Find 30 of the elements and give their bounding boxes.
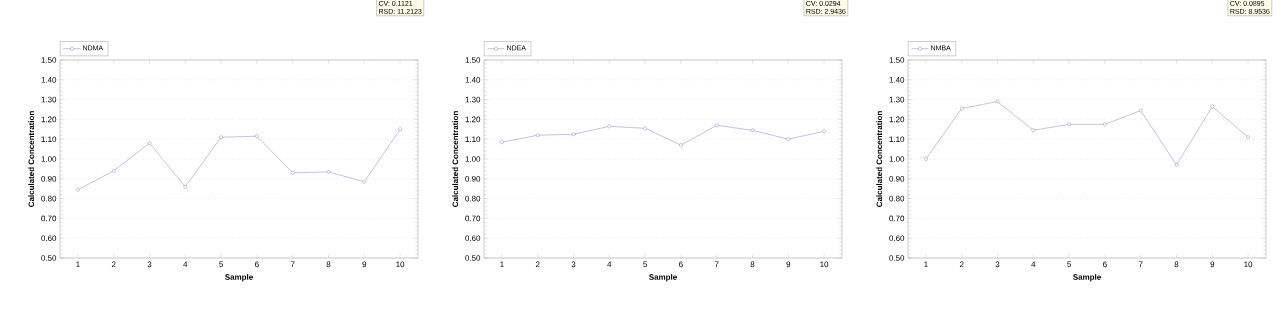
- point: [362, 179, 367, 184]
- point: [995, 99, 1000, 104]
- point: [607, 124, 612, 129]
- point: [750, 128, 755, 133]
- point: [535, 133, 540, 138]
- point: [219, 135, 223, 140]
- point: [1174, 163, 1179, 167]
- point: [822, 129, 826, 134]
- point: [1031, 128, 1036, 133]
- point: [679, 143, 683, 147]
- point: [571, 132, 576, 137]
- point: [1246, 135, 1250, 140]
- point: [111, 169, 116, 173]
- point: [1067, 122, 1071, 127]
- point: [290, 171, 295, 175]
- point: [1210, 104, 1215, 109]
- point: [924, 157, 928, 161]
- point: [643, 126, 647, 131]
- point: [786, 137, 791, 141]
- point: [959, 106, 964, 111]
- point: [1138, 108, 1143, 113]
- point: [500, 140, 504, 144]
- point: [398, 127, 402, 132]
- point: [183, 184, 188, 189]
- point: [147, 141, 152, 145]
- point: [714, 123, 719, 128]
- point: [76, 187, 80, 192]
- point: [255, 134, 259, 139]
- point: [1103, 122, 1107, 127]
- point: [326, 170, 331, 174]
